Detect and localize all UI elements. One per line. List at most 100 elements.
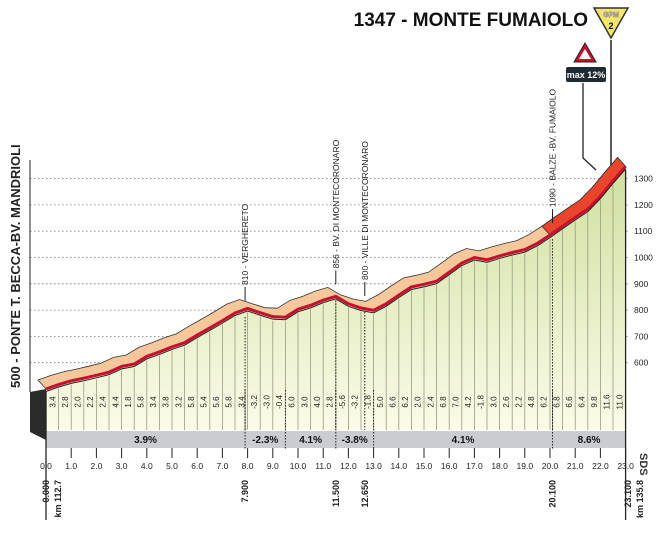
gradient-value: 2.2 [515,396,524,408]
x-tick-label: 15.0 [416,461,433,471]
gradient-value: 4.4 [111,396,120,408]
waypoint-distance: 23.100 [623,480,633,508]
waypoint-label: 800 - VILLE DI MONTECORONARO [360,141,370,280]
x-tick-label: 5.0 [166,461,178,471]
segment-gradient-label: 3.9% [134,435,157,446]
gradient-value: -3.2 [250,395,259,409]
waypoint-distance: 11.500 [331,480,341,507]
x-tick-label: 12.0 [340,461,357,471]
gradient-value: 6.2 [401,396,410,408]
gradient-value: 6.8 [552,396,561,408]
segment-gradient-label: 8.6% [578,435,601,446]
road-edge [45,168,626,392]
gradient-value: 5.6 [212,396,221,408]
gradient-value: 2.2 [86,396,95,408]
gradient-value: 2.4 [426,396,435,408]
gpm-category: 2 [608,21,613,31]
gradient-value: 6.6 [565,396,574,408]
segment-gradient-label: -3.8% [342,435,368,446]
y-tick-label: 1100 [634,226,653,236]
x-tick-label: 22.0 [592,461,609,471]
gradient-value: 2.6 [502,396,511,408]
x-tick-label: 13.0 [365,461,382,471]
gradient-value: 4.2 [464,396,473,408]
gradient-value: 2.4 [99,396,108,408]
gradient-value: 4.8 [527,396,536,408]
waypoint-distance: 12.650 [360,480,370,508]
gradient-value: 3.0 [300,396,309,408]
y-tick-label: 800 [634,305,648,315]
road-line [45,165,627,391]
profile-side-block [30,389,46,440]
start-label: 500 - PONTE T. BECCA-BV. MANDRIOLI [8,144,23,388]
gradient-value: 5.8 [187,396,196,408]
x-tick-label: 2.0 [90,461,102,471]
gradient-value: 2.0 [414,396,423,408]
x-tick-label: 9.0 [267,461,279,471]
gradient-value: -1.8 [477,395,486,409]
gradient-value: 5.8 [137,396,146,408]
waypoints: 0.000 km 112.7 500 - PONTE T. BECCA-BV. MA… [8,88,645,518]
gradient-value: 6.0 [288,396,297,408]
x-tick-label: 14.0 [391,461,408,471]
gradient-value: 2.0 [74,396,83,408]
gradient-value: 4.0 [313,396,322,408]
x-tick-label: 8.0 [242,461,254,471]
x-tick-label: 20.0 [542,461,559,471]
x-tick-label: 23.0 [617,461,634,471]
gradient-value: 3.4 [48,396,57,408]
waypoint-label: 1090 - BALZE -BV. FUMAIOLO [548,88,558,207]
y-tick-label: 1300 [634,174,653,184]
chart-title: 1347 - MONTE FUMAIOLO [354,10,588,31]
gradient-value: 3.0 [489,396,498,408]
x-tick-label: 19.0 [517,461,534,471]
x-tick-label: 18.0 [491,461,508,471]
waypoint-label: 810 - VERGHERETO [240,204,250,285]
gradient-value: 11.6 [603,394,612,410]
y-tick-label: 1000 [634,253,653,263]
y-tick-label: 900 [634,279,648,289]
waypoint-distance: 20.100 [548,480,558,508]
y-tick-label: 1200 [634,200,653,210]
gradient-value: 6.2 [540,396,549,408]
waypoint-distance: 7.900 [240,480,250,503]
x-tick-label: 1.0 [65,461,77,471]
segment-gradient-label: -2.3% [252,435,278,446]
x-tick-label: 10.0 [290,461,307,471]
gradient-value: 6.6 [389,396,398,408]
gradient-value: 3.2 [174,396,183,408]
gradient-value: 9.8 [590,396,599,408]
x-axis: 0.0 1.0 2.0 3.0 4.0 5.0 6.0 7.0 8.0 9.0 10.0 11.0 12… [40,448,634,471]
gradient-value: 6.4 [578,396,587,408]
gradient-value: 6.8 [439,396,448,408]
sponsor-logo: SDS [637,453,649,476]
y-tick-label: 600 [634,358,648,368]
x-tick-label: 4.0 [141,461,153,471]
gradient-value: 2.8 [61,396,70,408]
gradient-value: -3.0 [263,395,272,409]
waypoint-label: 856 - BV. DI MONTECORONARO [331,139,341,268]
gpm-badge: GPM 2 [592,7,630,40]
max-gradient-marker: max 12% [566,42,606,171]
x-tick-label: 7.0 [216,461,228,471]
x-tick-label: 3.0 [116,461,128,471]
x-tick-label: 11.0 [315,461,331,471]
x-tick-label: 0.0 [40,461,52,471]
gradient-value: -0.4 [275,395,284,409]
gradient-value: 5.4 [200,396,209,408]
waypoint-km-total: km 135.8 [635,480,645,518]
x-tick-label: 21.0 [567,461,584,471]
waypoint-km-total: km 112.7 [53,480,63,518]
segment-gradient-label: 4.1% [452,435,475,446]
waypoint-distance: 0.000 [41,480,51,503]
gradient-value: -5.6 [338,395,347,409]
gradient-value: -3.2 [351,395,360,409]
profile-fill [46,166,626,430]
gpm-label: GPM [603,12,619,19]
segment-gradient-label: 4.1% [299,435,322,446]
gradient-value: 7.0 [452,396,461,408]
y-tick-labels: 600 700 800 900 1000 1100 1200 1300 [634,174,653,368]
max-gradient-label: max 12% [567,70,606,80]
x-tick-label: 16.0 [441,461,458,471]
